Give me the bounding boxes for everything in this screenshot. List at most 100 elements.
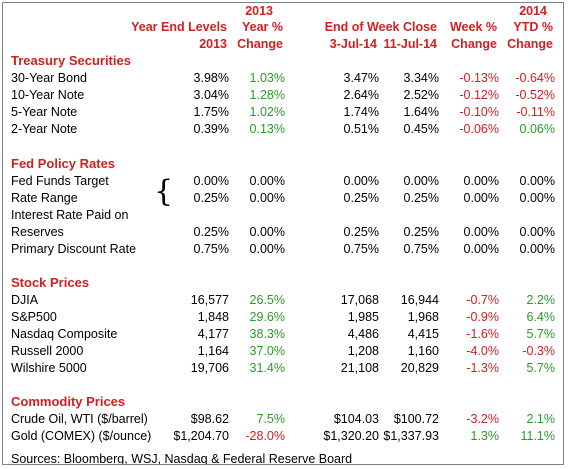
- year-change: 31.4%: [249, 361, 285, 375]
- table-row: Nasdaq Composite 4,177 38.3% 4,486 4,415…: [3, 326, 563, 343]
- row-label: Crude Oil, WTI ($/barrel): [11, 412, 148, 426]
- close-3-jul: 21,108: [340, 361, 379, 375]
- ytd-change: 5.7%: [526, 361, 556, 375]
- row-label: 10-Year Note: [11, 88, 85, 102]
- close-11-jul: 2.52%: [403, 88, 439, 102]
- row-label: Reserves: [11, 225, 64, 239]
- header-year-end-2013: 2013: [199, 37, 227, 51]
- ytd-change: -0.52%: [515, 88, 555, 102]
- week-change: -0.10%: [459, 105, 499, 119]
- header-3-jul-14: 3-Jul-14: [329, 37, 377, 51]
- year-change: 37.0%: [249, 344, 285, 358]
- week-change: -1.6%: [466, 327, 499, 341]
- year-change: 38.3%: [249, 327, 285, 341]
- header-year-end-levels: Year End Levels: [131, 20, 227, 34]
- year-end-level: 3.98%: [193, 71, 229, 85]
- ytd-change: -0.64%: [515, 71, 555, 85]
- year-change: 1.03%: [249, 71, 285, 85]
- header-11-jul-14: 11-Jul-14: [383, 37, 437, 51]
- market-summary-table: Year End Levels 2013 2013 Year % Change …: [2, 2, 564, 465]
- ytd-change: 0.00%: [519, 174, 555, 188]
- year-change: 0.00%: [249, 174, 285, 188]
- row-label: DJIA: [11, 293, 39, 307]
- close-11-jul: 3.34%: [403, 71, 439, 85]
- week-change: -0.9%: [466, 310, 499, 324]
- close-11-jul: 16,944: [400, 293, 439, 307]
- year-change: 0.00%: [249, 242, 285, 256]
- year-end-level: 1,164: [197, 344, 229, 358]
- header-2013: 2013: [245, 4, 273, 18]
- section-title-commodity-prices: Commodity Prices: [11, 394, 126, 409]
- week-change: 0.00%: [463, 191, 499, 205]
- row-label: 5-Year Note: [11, 105, 78, 119]
- year-end-level: 16,577: [190, 293, 229, 307]
- close-11-jul: 0.25%: [403, 225, 439, 239]
- table-row: 10-Year Note 3.04% 1.28% 2.64% 2.52% -0.…: [3, 87, 563, 104]
- close-3-jul: 0.00%: [343, 174, 379, 188]
- row-label: Gold (COMEX) ($/ounce): [11, 429, 152, 443]
- table-row: Reserves 0.25% 0.00% 0.25% 0.25% 0.00% 0…: [3, 224, 563, 241]
- ytd-change: 0.00%: [519, 191, 555, 205]
- year-change: 0.13%: [249, 122, 285, 136]
- row-label: Interest Rate Paid on: [11, 208, 129, 222]
- close-3-jul: 0.25%: [343, 225, 379, 239]
- year-end-level: 4,177: [197, 327, 229, 341]
- ytd-change: 0.00%: [519, 225, 555, 239]
- table-row: 2-Year Note 0.39% 0.13% 0.51% 0.45% -0.0…: [3, 121, 563, 138]
- row-label: Wilshire 5000: [11, 361, 87, 375]
- table-row: 30-Year Bond 3.98% 1.03% 3.47% 3.34% -0.…: [3, 70, 563, 87]
- header-change-2: Change: [451, 37, 497, 51]
- row-label: 2-Year Note: [11, 122, 78, 136]
- year-change: 7.5%: [256, 412, 286, 426]
- table-row: Gold (COMEX) ($/ounce) $1,204.70 -28.0% …: [3, 428, 563, 445]
- header-change-3: Change: [507, 37, 553, 51]
- close-3-jul: 3.47%: [343, 71, 379, 85]
- header-change-1: Change: [237, 37, 283, 51]
- year-change: 29.6%: [249, 310, 285, 324]
- close-11-jul: 0.00%: [403, 174, 439, 188]
- close-11-jul: 1,968: [407, 310, 439, 324]
- close-3-jul: 1,208: [347, 344, 379, 358]
- table-row: Russell 2000 1,164 37.0% 1,208 1,160 -4.…: [3, 343, 563, 360]
- section-title-treasury: Treasury Securities: [11, 53, 131, 68]
- close-3-jul: 4,486: [347, 327, 379, 341]
- ytd-change: 0.00%: [519, 242, 555, 256]
- close-3-jul: 0.51%: [343, 122, 379, 136]
- week-change: -0.7%: [466, 293, 499, 307]
- week-change: 1.3%: [470, 429, 500, 443]
- year-change: 1.28%: [249, 88, 285, 102]
- section-title-stock-prices: Stock Prices: [11, 275, 90, 290]
- row-label: Russell 2000: [11, 344, 84, 358]
- table-row: DJIA 16,577 26.5% 17,068 16,944 -0.7% 2.…: [3, 292, 563, 309]
- table-row: Fed Funds Target 0.00% 0.00% 0.00% 0.00%…: [3, 173, 563, 190]
- header-end-of-week-close: End of Week Close: [324, 20, 437, 34]
- close-11-jul: 0.75%: [403, 242, 439, 256]
- table-row: Interest Rate Paid on: [3, 207, 563, 224]
- row-label: 30-Year Bond: [11, 71, 87, 85]
- close-3-jul: 17,068: [340, 293, 379, 307]
- close-11-jul: $100.72: [393, 412, 439, 426]
- week-change: -0.06%: [459, 122, 499, 136]
- ytd-change: 2.2%: [526, 293, 556, 307]
- header-year-pct: Year %: [241, 20, 283, 34]
- year-end-level: 0.25%: [193, 191, 229, 205]
- week-change: 0.00%: [463, 242, 499, 256]
- week-change: -3.2%: [466, 412, 499, 426]
- year-end-level: 0.39%: [193, 122, 229, 136]
- close-11-jul: 1.64%: [403, 105, 439, 119]
- header-2014: 2014: [519, 4, 547, 18]
- ytd-change: 11.1%: [520, 429, 555, 443]
- table-row: Crude Oil, WTI ($/barrel) $98.62 7.5% $1…: [3, 411, 563, 428]
- year-end-level: 0.00%: [193, 174, 229, 188]
- table-row: Primary Discount Rate 0.75% 0.00% 0.75% …: [3, 241, 563, 258]
- week-change: -0.13%: [459, 71, 499, 85]
- close-3-jul: 1,985: [347, 310, 379, 324]
- row-label: S&P500: [11, 310, 57, 324]
- rate-range-brace: {: [154, 174, 174, 209]
- row-label: Fed Funds Target: [11, 174, 109, 188]
- section-title-fed-policy: Fed Policy Rates: [11, 156, 116, 171]
- ytd-change: -0.3%: [522, 344, 555, 358]
- close-3-jul: $104.03: [333, 412, 379, 426]
- year-end-level: 0.25%: [193, 225, 229, 239]
- close-11-jul: $1,337.93: [383, 429, 439, 443]
